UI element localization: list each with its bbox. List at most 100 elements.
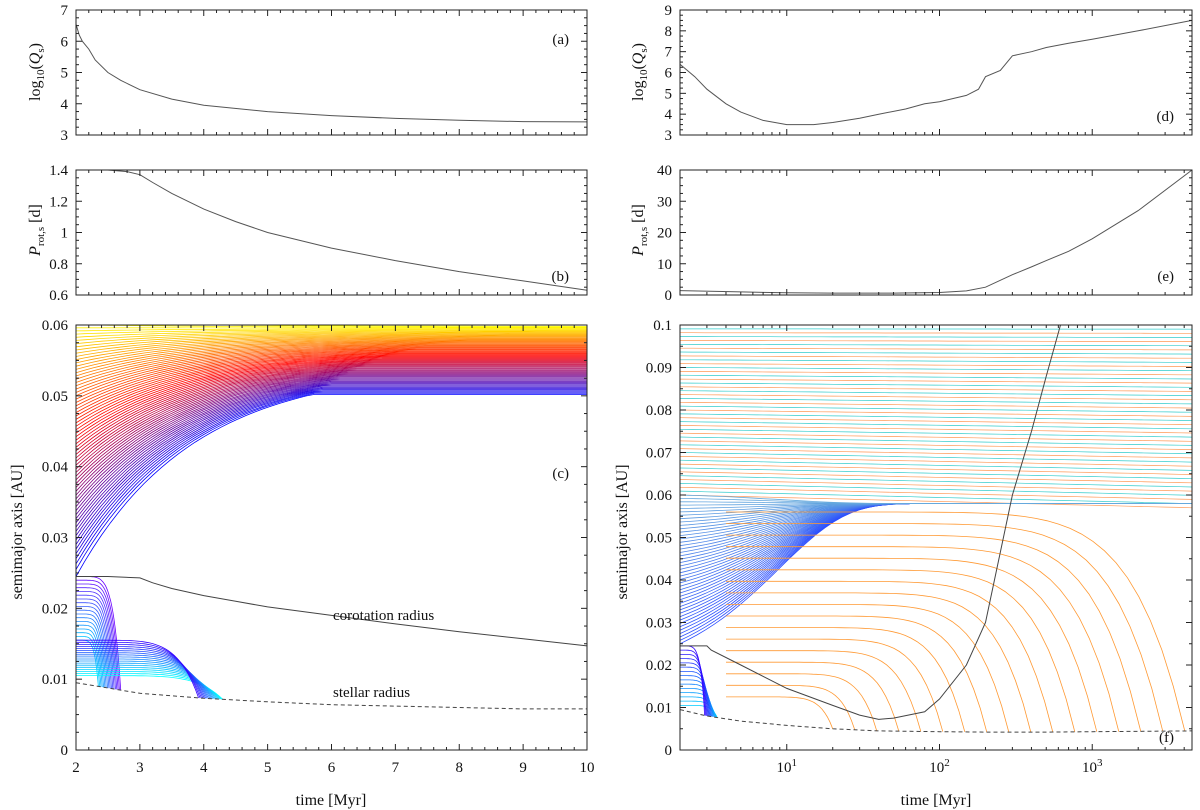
corotation-radius-line xyxy=(680,324,1061,720)
orbit-outer xyxy=(679,490,1193,504)
orbit-outward xyxy=(75,331,587,344)
orbit-falling xyxy=(726,546,1120,732)
orbit-inward xyxy=(76,636,101,687)
orbit-outward xyxy=(75,382,587,528)
xlabel-right: time [Myr] xyxy=(901,792,972,809)
y-tick-label: 30 xyxy=(657,194,672,210)
orbit-falling xyxy=(726,661,900,732)
orbit-outward xyxy=(75,343,587,390)
ylabel-panel-f: semimajor axis [AU] xyxy=(614,464,631,599)
panel-label-e: (e) xyxy=(1157,269,1174,285)
orbit-outward xyxy=(75,352,587,424)
panel-label-f: (f) xyxy=(1159,730,1174,746)
orbit-inward xyxy=(76,594,115,690)
y-tick-label: 0.09 xyxy=(646,361,672,377)
orbit-early-inward xyxy=(680,645,705,716)
orbit-outer xyxy=(679,471,1193,484)
orbit-outward xyxy=(75,335,587,361)
orbit-outer xyxy=(679,463,1193,475)
ylabel-panel-a: log10(Qs) xyxy=(27,43,47,101)
orbit-falling xyxy=(726,557,1098,732)
orbit-outer xyxy=(679,386,1193,392)
orbit-outward xyxy=(75,363,587,462)
series-line-d xyxy=(679,19,1193,126)
orbit-outward xyxy=(75,346,587,403)
y-tick-label: 7 xyxy=(665,45,673,61)
panel-label-b: (b) xyxy=(552,269,570,285)
orbit-outward xyxy=(75,344,587,393)
orbit-falling xyxy=(726,684,856,730)
orbit-outer xyxy=(679,452,1193,463)
panel-label-d: (d) xyxy=(1157,109,1175,125)
orbit-early-inward xyxy=(680,658,708,717)
orbit-outward xyxy=(75,364,587,466)
orbit-outward xyxy=(75,347,587,407)
y-tick-label: 0 xyxy=(665,288,673,304)
orbit-outward xyxy=(75,360,587,452)
orbit-outward xyxy=(75,357,587,441)
y-tick-label: 4 xyxy=(665,107,673,123)
orbit-outer xyxy=(679,413,1193,421)
orbit-outer xyxy=(679,459,1193,471)
y-tick-label: 0.01 xyxy=(42,672,68,688)
orbit-outer xyxy=(679,367,1193,372)
orbit-outward xyxy=(75,365,587,470)
y-tick-label: 0.03 xyxy=(42,531,68,547)
orbit-outer xyxy=(679,382,1193,388)
y-tick-label: 4 xyxy=(61,97,69,113)
orbit-outward xyxy=(75,333,587,351)
orbit-outer xyxy=(679,494,1193,509)
y-tick-label: 0.08 xyxy=(646,403,672,419)
y-tick-label: 10 xyxy=(657,257,672,273)
orbit-outward xyxy=(75,362,587,459)
stellar-radius-line xyxy=(75,682,587,710)
y-tick-label: 0.04 xyxy=(646,573,673,589)
orbit-outer xyxy=(679,363,1192,367)
orbit-outward xyxy=(75,394,587,577)
orbit-outward xyxy=(75,342,587,387)
x-tick-label: 10 xyxy=(580,760,595,776)
y-tick-label: 0.02 xyxy=(646,658,672,674)
orbit-inward xyxy=(76,613,108,689)
y-tick-label: 0.06 xyxy=(42,318,69,334)
y-tick-label: 8 xyxy=(665,24,673,40)
orbit-outer xyxy=(679,405,1193,413)
orbit-outward xyxy=(75,371,587,492)
orbit-inward xyxy=(76,624,104,688)
ylabel-panel-e: Prot,s [d] xyxy=(630,204,650,257)
orbit-outer xyxy=(679,486,1193,500)
orbit-outer xyxy=(679,355,1192,359)
x-tick-label: 5 xyxy=(264,760,272,776)
orbit-outward xyxy=(75,334,587,357)
orbit-falling xyxy=(726,673,878,731)
orbit-converging xyxy=(679,503,1192,516)
orbit-outward xyxy=(75,350,587,417)
orbit-outward xyxy=(75,373,587,496)
orbit-outer xyxy=(679,417,1193,426)
orbit-outer xyxy=(679,378,1193,384)
orbit-outward xyxy=(75,389,587,555)
x-tick-label: 3 xyxy=(136,760,144,776)
orbit-outward xyxy=(75,353,587,427)
y-tick-label: 6 xyxy=(665,66,673,82)
orbit-outward xyxy=(75,338,587,374)
orbit-outward xyxy=(75,348,587,410)
panel-label-c: (c) xyxy=(552,466,569,482)
ylabel-panel-c: semimajor axis [AU] xyxy=(9,464,26,599)
orbit-falling xyxy=(726,511,1186,732)
orbit-outer xyxy=(679,448,1193,459)
orbit-outward xyxy=(75,379,587,520)
x-tick-label: 101 xyxy=(777,757,798,776)
frame-layer xyxy=(75,9,1193,751)
y-tick-label: 1.2 xyxy=(49,194,68,210)
orbit-falling xyxy=(726,615,988,733)
y-tick-label: 0.07 xyxy=(646,446,673,462)
y-tick-label: 3 xyxy=(61,128,69,144)
orbit-outward xyxy=(75,330,587,341)
orbit-outward xyxy=(75,341,587,383)
orbit-outer xyxy=(679,428,1193,438)
orbit-outward xyxy=(75,333,587,354)
x-tick-label: 9 xyxy=(519,760,527,776)
orbit-falling xyxy=(726,650,922,732)
x-tick-label: 2 xyxy=(72,760,80,776)
